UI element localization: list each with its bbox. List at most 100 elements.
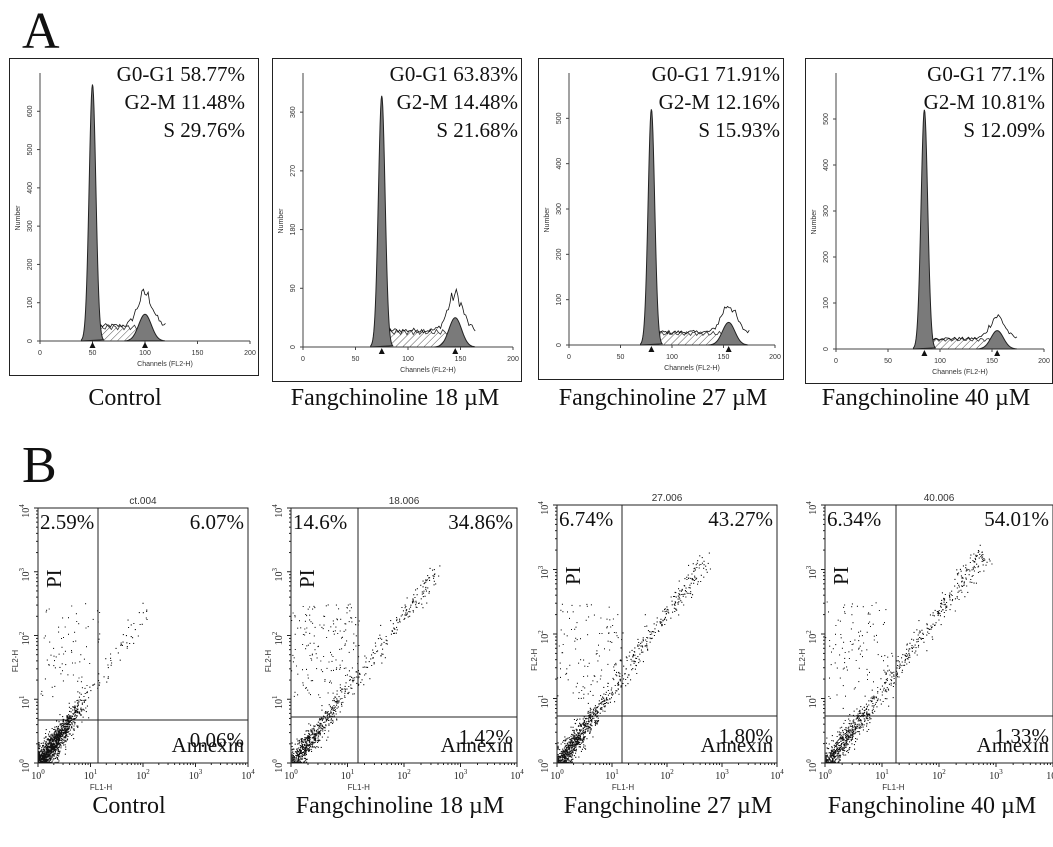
g2m-percentage: G2-M 14.48% <box>396 90 518 114</box>
lower-right-percentage: 1.80% <box>718 724 773 748</box>
y-tick-label: 400 <box>823 159 830 171</box>
x-tick-label: 200 <box>1038 358 1050 365</box>
s-phase-percentage: S 15.93% <box>698 118 780 142</box>
x-tick-label: 101 <box>84 768 98 782</box>
y-tick-label: 90 <box>290 284 297 292</box>
y-tick-label: 100 <box>27 297 34 309</box>
x-axis-label: Channels (FL2-H) <box>400 367 456 374</box>
y-tick-label: 600 <box>27 105 34 117</box>
y-tick-label: 300 <box>556 203 563 215</box>
g2m-peak <box>708 321 749 346</box>
y-tick-label: 101 <box>18 695 32 709</box>
g0g1-percentage: G0-G1 63.83% <box>389 62 518 86</box>
y-tick-label: 103 <box>805 565 819 579</box>
histogram-svg: 0 100 200 300 400 500 600 0 50 100 150 200 Channels … <box>15 73 256 368</box>
y-tick-label: 102 <box>537 630 551 644</box>
scatter-caption: Fangchinoline 27 µM <box>563 793 773 819</box>
s-phase-area <box>651 330 730 346</box>
pi-axis-marker: PI <box>561 566 585 585</box>
g0g1-peak <box>912 109 937 350</box>
g2m-percentage: G2-M 11.48% <box>124 90 245 114</box>
g2m-percentage: G2-M 10.81% <box>923 90 1045 114</box>
y-axis-label: FL2-H <box>798 648 807 670</box>
g2m-peak <box>124 313 165 342</box>
x-tick-label: 104 <box>1046 768 1053 782</box>
x-tick-label: 100 <box>550 768 564 782</box>
x-tick-label: 102 <box>932 768 946 782</box>
upper-right-percentage: 54.01% <box>984 507 1049 531</box>
y-tick-label: 300 <box>27 220 34 232</box>
cell-events <box>38 602 148 763</box>
y-tick-label: 500 <box>27 144 34 156</box>
y-tick-label: 104 <box>805 501 819 515</box>
g2m-peak <box>976 330 1017 350</box>
cell-events <box>291 565 441 763</box>
y-tick-label: 102 <box>271 631 285 645</box>
x-tick-label: 0 <box>38 350 42 357</box>
x-axis-label: FL1-H <box>612 783 634 792</box>
y-tick-label: 100 <box>271 759 285 773</box>
annexin-axis-marker: Annexin <box>440 733 513 757</box>
y-tick-label: 180 <box>290 224 297 236</box>
scatter-title: 18.006 <box>388 496 420 507</box>
x-tick-label: 103 <box>189 768 203 782</box>
raw-histogram-trace <box>100 288 166 328</box>
upper-right-percentage: 43.27% <box>708 507 773 531</box>
y-axis-label: Number <box>544 207 551 233</box>
y-tick-label: 100 <box>18 759 32 773</box>
y-tick-label: 101 <box>805 694 819 708</box>
y-axis-label: FL2-H <box>11 650 20 672</box>
raw-histogram-trace <box>659 305 750 335</box>
annexin-axis-marker: Annexin <box>171 733 244 757</box>
histogram-caption: Fangchinoline 40 µM <box>821 385 1031 411</box>
g0g1-peak <box>80 84 105 342</box>
x-tick-label: 150 <box>192 350 204 357</box>
x-tick-label: 150 <box>455 356 467 363</box>
scatter-title: 40.006 <box>923 493 955 504</box>
x-tick-label: 100 <box>402 356 414 363</box>
cell-events <box>557 552 711 763</box>
upper-left-percentage: 6.74% <box>559 507 614 531</box>
x-tick-label: 200 <box>769 354 781 361</box>
s-phase-area <box>381 328 456 348</box>
y-tick-label: 0 <box>823 347 830 351</box>
y-tick-label: 101 <box>537 694 551 708</box>
lower-right-percentage: 0.06% <box>189 728 244 752</box>
y-tick-label: 100 <box>537 759 551 773</box>
y-tick-label: 400 <box>27 182 34 194</box>
y-tick-label: 103 <box>537 565 551 579</box>
histogram-caption: Fangchinoline 18 µM <box>290 385 500 411</box>
x-tick-label: 100 <box>31 768 45 782</box>
histogram-panel: 0 100 200 300 400 500 600 0 50 100 150 200 Channels … <box>9 58 259 376</box>
y-axis-label: FL2-H <box>530 648 539 670</box>
y-axis-label: FL2-H <box>264 650 273 672</box>
y-axis-label: Number <box>15 205 22 231</box>
y-axis-label: Number <box>811 209 818 235</box>
y-tick-label: 500 <box>556 112 563 124</box>
y-tick-label: 270 <box>290 165 297 177</box>
g0g1-peak <box>370 95 394 348</box>
y-tick-label: 100 <box>556 294 563 306</box>
pi-axis-marker: PI <box>829 566 853 585</box>
pi-axis-marker: PI <box>295 569 319 588</box>
x-axis-label: FL1-H <box>348 783 370 792</box>
scatter-caption: Fangchinoline 18 µM <box>295 793 505 819</box>
g2m-peak <box>434 317 476 348</box>
y-tick-label: 500 <box>823 113 830 125</box>
x-tick-label: 50 <box>352 356 360 363</box>
g0g1-peak <box>640 109 664 346</box>
x-tick-label: 200 <box>244 350 256 357</box>
lower-right-percentage: 1.42% <box>458 725 513 749</box>
lower-right-percentage: 1.33% <box>994 724 1049 748</box>
x-tick-label: 103 <box>715 768 729 782</box>
x-tick-label: 200 <box>507 356 519 363</box>
y-tick-label: 200 <box>823 251 830 263</box>
x-tick-label: 101 <box>605 768 619 782</box>
y-tick-label: 102 <box>805 630 819 644</box>
upper-left-percentage: 6.34% <box>827 507 882 531</box>
x-axis-label: Channels (FL2-H) <box>932 369 988 376</box>
scatter-frame <box>556 504 778 764</box>
